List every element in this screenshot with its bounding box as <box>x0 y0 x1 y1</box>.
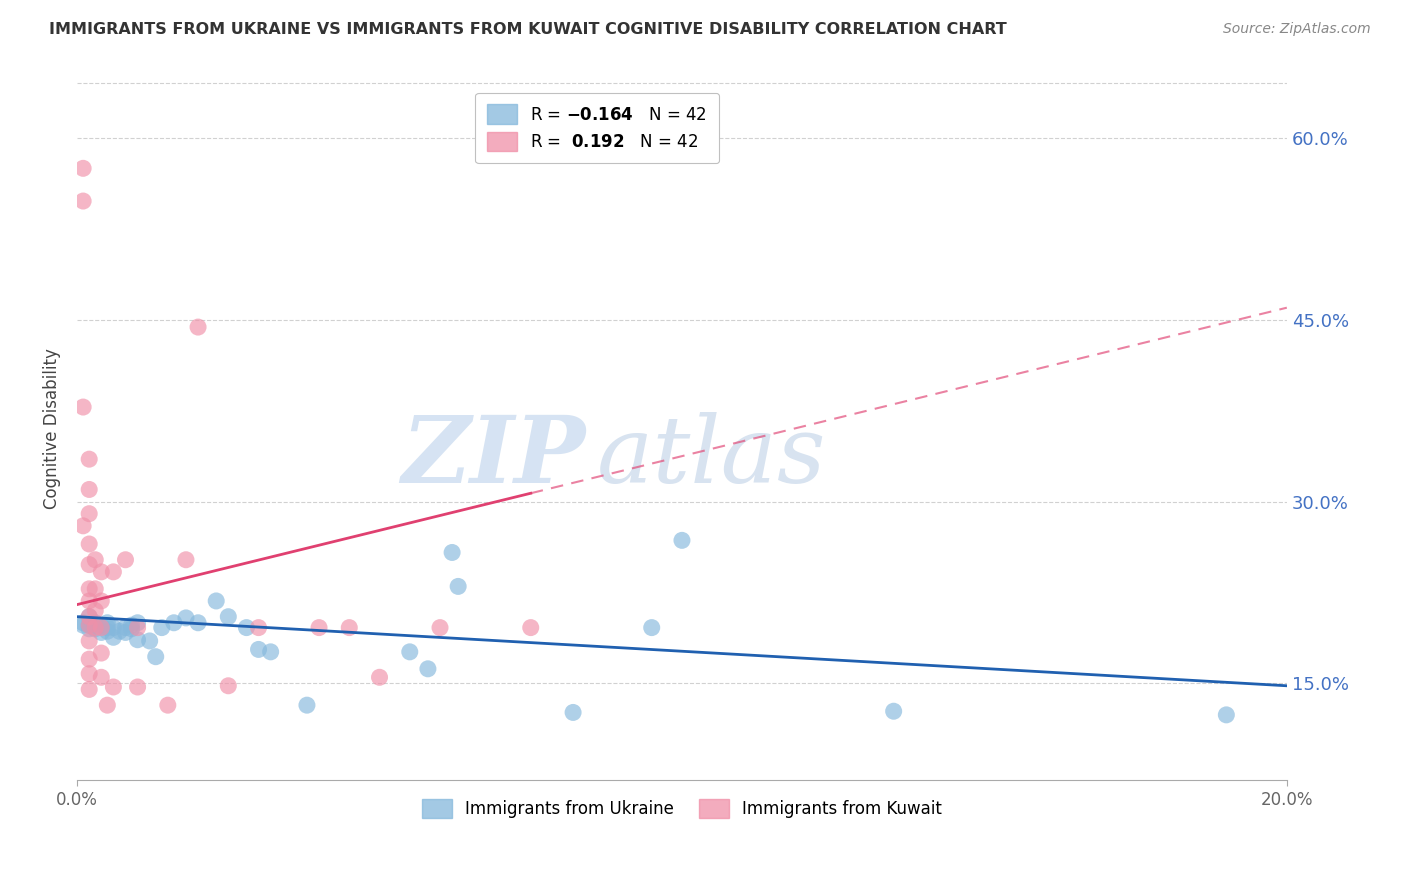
Point <box>77 652 100 666</box>
Point <box>416 662 439 676</box>
Point <box>174 611 197 625</box>
Point <box>205 594 228 608</box>
Point <box>77 666 100 681</box>
Point <box>72 518 94 533</box>
Point <box>77 682 100 697</box>
Point <box>114 553 136 567</box>
Point <box>103 680 125 694</box>
Point <box>247 621 270 635</box>
Text: ZIP: ZIP <box>401 412 585 502</box>
Point <box>90 625 112 640</box>
Point <box>108 624 131 639</box>
Point <box>84 615 107 630</box>
Point <box>84 621 107 635</box>
Point <box>90 646 112 660</box>
Point <box>90 565 112 579</box>
Point <box>77 618 100 632</box>
Point <box>103 630 125 644</box>
Text: IMMIGRANTS FROM UKRAINE VS IMMIGRANTS FROM KUWAIT COGNITIVE DISABILITY CORRELATI: IMMIGRANTS FROM UKRAINE VS IMMIGRANTS FR… <box>49 22 1007 37</box>
Point <box>77 609 100 624</box>
Point <box>337 621 360 635</box>
Point <box>72 618 94 632</box>
Point <box>84 622 107 636</box>
Point <box>96 698 118 713</box>
Point <box>641 621 664 635</box>
Point <box>77 558 100 572</box>
Point <box>90 618 112 632</box>
Point <box>163 615 186 630</box>
Point <box>368 670 391 684</box>
Point <box>72 194 94 208</box>
Point <box>96 615 118 630</box>
Point <box>77 609 100 624</box>
Point <box>77 594 100 608</box>
Point <box>77 634 100 648</box>
Point <box>72 161 94 176</box>
Text: Source: ZipAtlas.com: Source: ZipAtlas.com <box>1223 22 1371 37</box>
Point <box>259 645 281 659</box>
Point <box>127 632 149 647</box>
Text: atlas: atlas <box>598 412 827 502</box>
Point <box>84 582 107 596</box>
Point <box>138 634 160 648</box>
Point <box>235 621 257 635</box>
Point <box>447 579 470 593</box>
Point <box>77 622 100 636</box>
Point <box>96 621 118 635</box>
Point <box>127 680 149 694</box>
Point <box>121 622 143 636</box>
Point <box>84 604 107 618</box>
Point <box>174 553 197 567</box>
Point <box>103 565 125 579</box>
Point <box>217 679 239 693</box>
Legend: Immigrants from Ukraine, Immigrants from Kuwait: Immigrants from Ukraine, Immigrants from… <box>415 792 949 825</box>
Point <box>519 621 541 635</box>
Point <box>441 545 464 559</box>
Point <box>247 642 270 657</box>
Point <box>883 704 905 718</box>
Point <box>72 400 94 414</box>
Point <box>562 706 585 720</box>
Point <box>90 621 112 635</box>
Point <box>429 621 451 635</box>
Point <box>398 645 420 659</box>
Y-axis label: Cognitive Disability: Cognitive Disability <box>44 349 60 509</box>
Point <box>77 507 100 521</box>
Point <box>121 618 143 632</box>
Point <box>145 649 167 664</box>
Point <box>187 320 209 334</box>
Point <box>308 621 330 635</box>
Point <box>1215 707 1237 722</box>
Point <box>217 609 239 624</box>
Point <box>103 621 125 635</box>
Point <box>114 621 136 635</box>
Point <box>90 594 112 608</box>
Point <box>671 533 693 548</box>
Point <box>77 483 100 497</box>
Point <box>72 615 94 630</box>
Point <box>127 621 149 635</box>
Point <box>156 698 179 713</box>
Point <box>150 621 173 635</box>
Point <box>96 624 118 639</box>
Point <box>77 618 100 632</box>
Point <box>77 452 100 467</box>
Point <box>114 625 136 640</box>
Point <box>90 670 112 684</box>
Point <box>187 615 209 630</box>
Point <box>77 537 100 551</box>
Point <box>295 698 318 713</box>
Point <box>127 615 149 630</box>
Point <box>84 553 107 567</box>
Point <box>77 582 100 596</box>
